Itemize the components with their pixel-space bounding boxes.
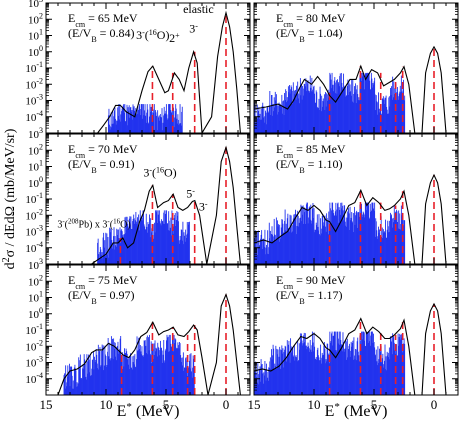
- panel-label: Ecm = 85 MeV: [276, 142, 346, 160]
- panel-label: (E/VB = 0.84): [68, 26, 134, 44]
- panel-label: Ecm = 90 MeV: [276, 273, 346, 291]
- x-axis-title: E* (MeV): [117, 401, 180, 420]
- plot-area: [57, 293, 241, 395]
- y-tick-label: 10-3: [25, 355, 43, 370]
- panel-label: Ecm = 65 MeV: [68, 11, 138, 29]
- annotation: 3-: [199, 199, 208, 214]
- panel-label: (E/VB = 1.17): [276, 288, 342, 306]
- annotation: elastic: [183, 2, 214, 16]
- y-tick-label: 10-2: [25, 338, 43, 353]
- y-tick-label: 10-2: [25, 76, 43, 91]
- y-axis-label: d2σ / dEdΩ (mb/MeV/sr): [1, 128, 19, 269]
- y-tick-label: 103: [28, 0, 43, 10]
- y-tick-label: 101: [28, 290, 43, 305]
- y-tick-label: 10-1: [25, 322, 43, 337]
- x-tick-label: 15: [248, 397, 261, 412]
- total-curve: [57, 293, 241, 395]
- y-tick-label: 103: [28, 126, 43, 141]
- y-tick-label: 103: [28, 257, 43, 272]
- y-tick-label: 10-4: [25, 371, 43, 386]
- annotation: 2+: [169, 30, 180, 45]
- panel-6: 15 10 5 0 Ecm = 90 MeV(E/VB = 1.17): [248, 264, 459, 412]
- x-tick-label: 10: [308, 397, 321, 412]
- annotation: 3-(16O): [136, 28, 169, 43]
- y-tick-label: 10-2: [25, 207, 43, 222]
- panel-label: Ecm = 80 MeV: [276, 11, 346, 29]
- y-tick-label: 102: [28, 142, 43, 157]
- panel-label: (E/VB = 1.04): [276, 26, 342, 44]
- plot-area: [91, 145, 241, 264]
- plot-area: [97, 10, 241, 133]
- y-tick-label: 100: [28, 175, 43, 190]
- total-curve: [97, 10, 241, 133]
- total-curve: [91, 145, 241, 264]
- annotation: 3-(208Pb) x 3-(16O): [57, 217, 130, 230]
- total-curve: [254, 173, 447, 264]
- y-tick-label: 10-1: [25, 60, 43, 75]
- x-axis-label-left: E* (MeV): [117, 401, 180, 420]
- annotation: 3-(16O): [143, 165, 176, 180]
- annotation: 3-: [189, 21, 198, 36]
- y-tick-label: 101: [28, 28, 43, 43]
- panel-2: Ecm = 80 MeV(E/VB = 1.04): [253, 2, 459, 134]
- plot-area: [254, 45, 447, 133]
- y-tick-label: 101: [28, 159, 43, 174]
- x-tick-label: 5: [371, 397, 378, 412]
- y-tick-label: 10-3: [25, 93, 43, 108]
- y-tick-label: 10-1: [25, 191, 43, 206]
- panel-label: Ecm = 75 MeV: [68, 273, 138, 291]
- y-tick-label: 10-4: [25, 240, 43, 255]
- y-tick-label: 100: [28, 44, 43, 59]
- y-axis-title: d2σ / dEdΩ (mb/MeV/sr): [1, 128, 19, 269]
- y-tick-label: 102: [28, 273, 43, 288]
- panel-4: Ecm = 85 MeV(E/VB = 1.10): [253, 133, 459, 265]
- panel-label: (E/VB = 1.10): [276, 157, 342, 175]
- x-tick-label: 0: [223, 397, 230, 412]
- plot-area: [254, 173, 447, 264]
- panel-label: (E/VB = 0.97): [68, 288, 134, 306]
- x-axis-label-right: E* (MeV): [325, 401, 388, 420]
- x-axis-title: E* (MeV): [325, 401, 388, 420]
- panel-label: Ecm = 70 MeV: [68, 142, 138, 160]
- x-tick-label: 10: [100, 397, 113, 412]
- annotation: 5-: [186, 186, 195, 201]
- plot-area: [254, 302, 447, 395]
- x-tick-label: 5: [163, 397, 170, 412]
- y-tick-label: 10-3: [25, 224, 43, 239]
- total-curve: [254, 45, 447, 133]
- y-tick-label: 100: [28, 306, 43, 321]
- x-tick-label: 15: [40, 397, 53, 412]
- x-tick-label: 0: [431, 397, 438, 412]
- total-curve: [254, 302, 447, 395]
- y-tick-label: 102: [28, 11, 43, 26]
- y-tick-label: 10-4: [25, 109, 43, 124]
- panel-label: (E/VB = 0.91): [68, 157, 134, 175]
